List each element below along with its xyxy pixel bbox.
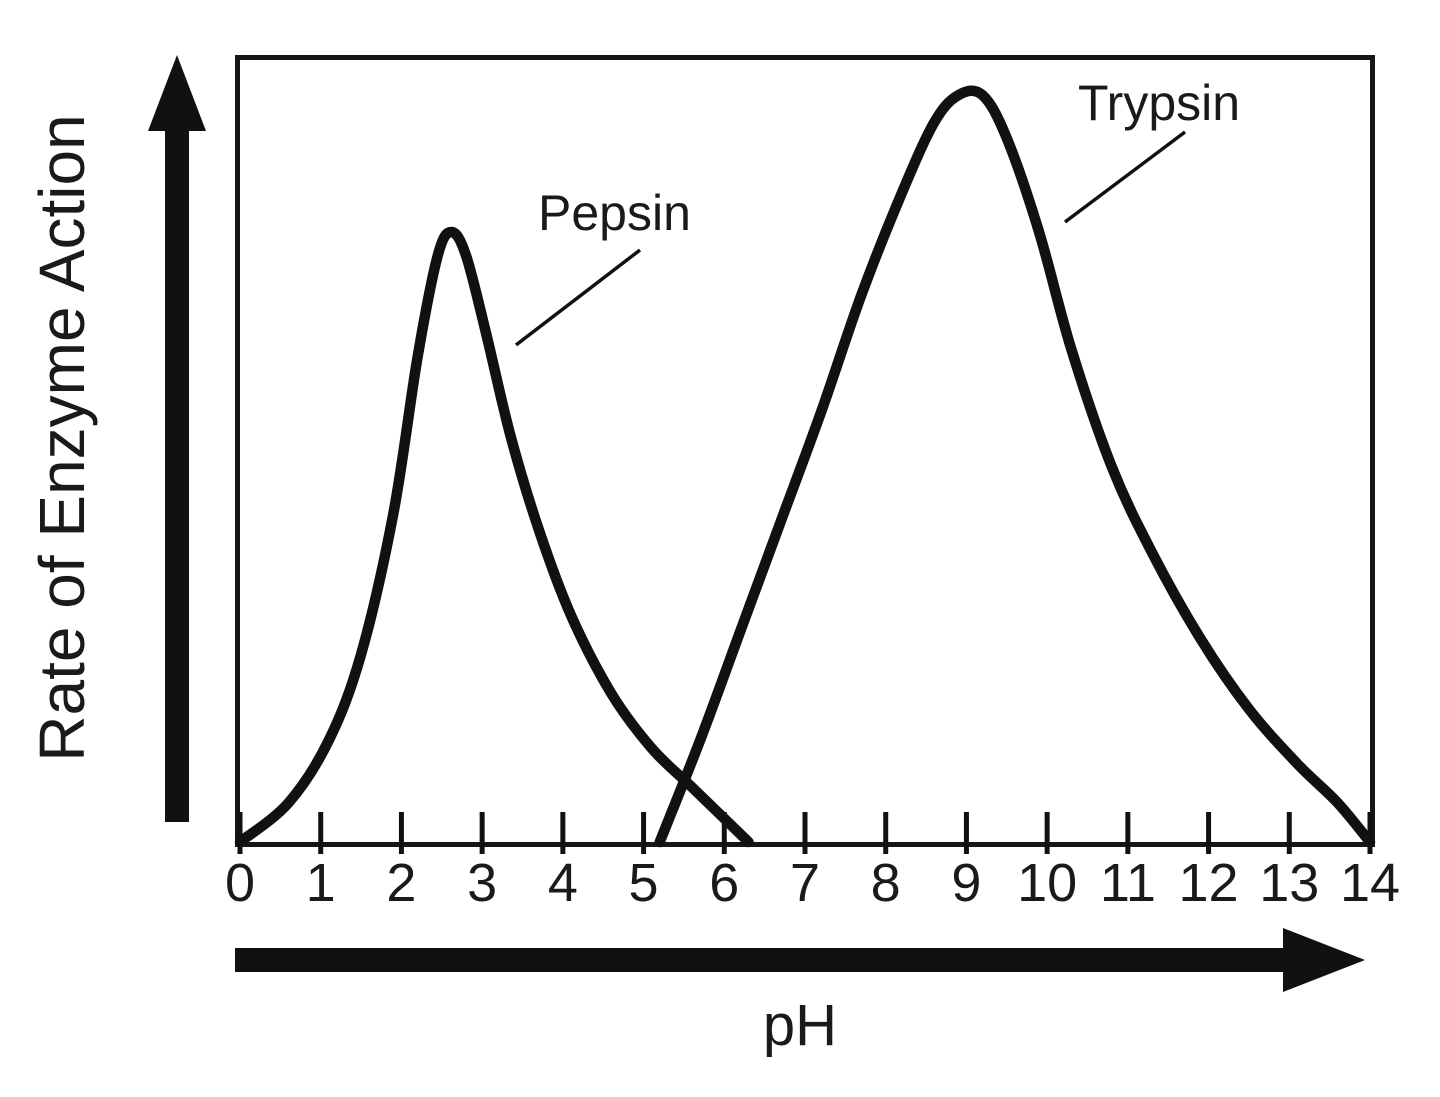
y-axis-arrow-shaft [165, 125, 189, 822]
x-axis-arrow-shaft [235, 948, 1293, 972]
x-tick-label: 0 [224, 853, 256, 913]
x-tick-label: 11 [1099, 853, 1156, 913]
x-tick-label: 12 [1178, 853, 1239, 913]
x-axis-arrow [235, 928, 1365, 992]
trypsin-curve [654, 85, 1376, 848]
x-tick-label: 5 [628, 853, 659, 913]
y-axis-label: Rate of Enzyme Action [26, 114, 98, 762]
x-tick-label: 2 [386, 853, 417, 913]
x-tick-label: 6 [709, 853, 740, 913]
x-tick-label: 8 [870, 853, 901, 913]
plot-area: Pepsin Trypsin [234, 55, 1376, 854]
y-axis-arrowhead-icon [148, 55, 206, 131]
trypsin-leader-line [1063, 130, 1187, 224]
pepsin-curve [234, 226, 754, 848]
trypsin-label: Trypsin [1078, 75, 1241, 131]
x-axis-arrowhead-icon [1283, 928, 1365, 992]
x-tick-label: 9 [951, 853, 982, 913]
x-tick-label: 3 [467, 853, 498, 913]
x-axis-label: pH [762, 993, 838, 1058]
x-tick-label: 14 [1339, 853, 1401, 913]
x-tick-label: 7 [789, 853, 821, 913]
x-tick-label: 4 [547, 853, 578, 913]
x-tick-labels: 0 1 2 3 4 5 6 7 8 9 10 11 12 13 14 [225, 852, 1400, 914]
pepsin-leader-line [514, 248, 642, 347]
curves-canvas [234, 85, 1376, 854]
x-tick-label: 1 [305, 853, 336, 913]
y-axis-arrow [148, 55, 206, 822]
x-tick-label: 13 [1259, 853, 1320, 913]
pepsin-label: Pepsin [538, 185, 691, 241]
x-tick-label: 10 [1017, 853, 1078, 913]
